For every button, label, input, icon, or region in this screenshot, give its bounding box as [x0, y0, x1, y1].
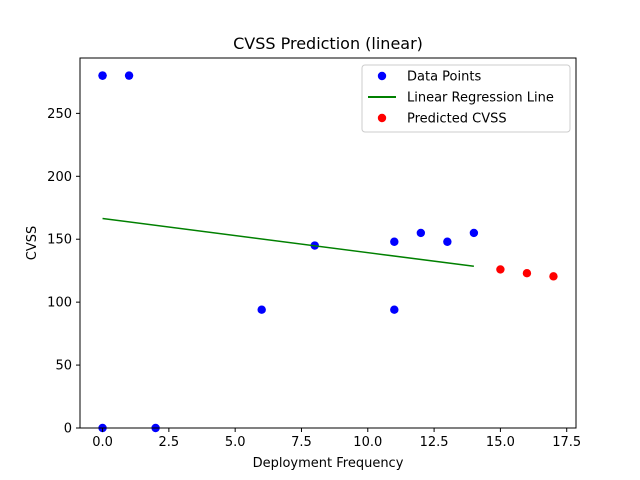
axes-frame [79, 57, 577, 429]
x-tick-label-1: 2.5 [159, 435, 180, 450]
data-point-5 [257, 305, 266, 314]
x-tick-label-2: 5.0 [225, 435, 246, 450]
data-point-10 [443, 237, 452, 246]
x-tick-label-7: 17.5 [552, 435, 581, 450]
legend: Data Points Linear Regression Line Predict… [361, 64, 571, 133]
data-point-9 [416, 228, 426, 238]
y-tick-label-3: 150 [47, 233, 72, 248]
predicted-point-2 [549, 272, 558, 281]
x-tick-label-3: 7.5 [291, 435, 312, 450]
legend-label-1: Linear Regression Line [407, 91, 554, 106]
data-point-11 [469, 228, 479, 238]
y-tick-label-0: 0 [64, 422, 72, 437]
legend-box [361, 64, 571, 133]
y-tick-label-4: 200 [47, 170, 72, 185]
legend-marker-2 [377, 113, 387, 123]
y-tick-label-1: 50 [55, 359, 72, 374]
predicted-point-1 [522, 269, 532, 278]
predicted-point-0 [496, 265, 505, 274]
data-point-8 [390, 305, 399, 314]
legend-label-2: Predicted CVSS [407, 112, 507, 127]
data-point-7 [390, 237, 399, 246]
data-point-1 [98, 71, 107, 80]
x-axis-label: Deployment Frequency [253, 456, 404, 471]
x-tick-label-5: 12.5 [420, 435, 449, 450]
y-axis: 0 50 100 150 200 250 [47, 107, 80, 437]
x-tick-label-0: 0.0 [92, 435, 113, 450]
x-axis: 0.0 2.5 5.0 7.5 10.0 12.5 15.0 17.5 [92, 428, 581, 450]
y-tick-label-5: 250 [47, 107, 72, 122]
legend-marker-0 [377, 71, 387, 81]
y-axis-label: CVSS [25, 226, 40, 260]
legend-label-0: Data Points [407, 70, 481, 85]
chart-title: CVSS Prediction (linear) [233, 34, 423, 53]
data-point-2 [124, 71, 134, 80]
y-tick-label-2: 100 [47, 296, 72, 311]
regression-line [102, 217, 474, 268]
x-tick-label-4: 10.0 [353, 435, 382, 450]
x-tick-label-6: 15.0 [486, 435, 515, 450]
